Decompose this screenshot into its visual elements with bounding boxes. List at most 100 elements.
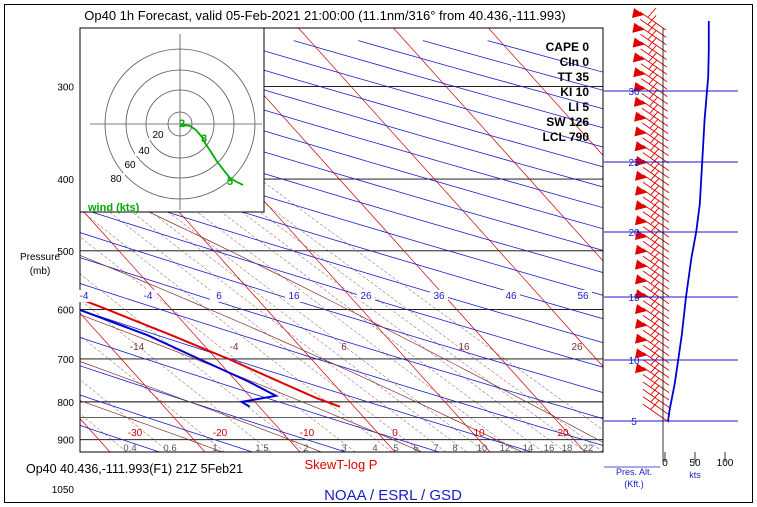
dry-adiabat-line	[228, 40, 603, 148]
dry-adiabat-line	[99, 40, 603, 188]
mixing-ratio-line	[80, 379, 170, 452]
dry-adiabat-line	[80, 337, 439, 452]
moist-adiabat-label: -14	[130, 342, 145, 353]
wind-barb	[642, 377, 670, 401]
index-label: CIn	[560, 55, 579, 69]
barb-feather	[650, 133, 659, 144]
wind-barb	[641, 118, 669, 142]
mixing-ratio-line	[80, 236, 356, 452]
isotherm-label: -30	[128, 428, 143, 439]
hodograph-point-label: 2	[179, 118, 185, 130]
barb-staff	[642, 352, 670, 371]
index-value: 0	[582, 40, 589, 54]
barb-staff	[642, 204, 670, 223]
barb-feather	[650, 318, 660, 329]
dry-adiabat-line	[80, 95, 603, 251]
pressure-tick-label: 500	[57, 247, 74, 258]
barb-staff	[642, 167, 670, 186]
index-value: 5	[582, 100, 589, 114]
index-value: 790	[569, 130, 589, 144]
wind-barb	[635, 185, 670, 208]
barb-pennant	[633, 67, 646, 78]
barb-pennant	[633, 96, 646, 107]
moist-adiabat-label: -4	[230, 342, 239, 353]
dry-adiabat-line	[80, 161, 603, 320]
mixing-ratio-bottom-label: 0.6	[163, 443, 176, 454]
wind-barb	[635, 229, 670, 253]
barb-feather	[650, 222, 660, 232]
barb-pennant	[635, 156, 647, 166]
wind-barb	[632, 52, 668, 75]
index-text: CAPE 0	[546, 40, 590, 54]
barb-staff	[642, 137, 669, 157]
height-tick-label: 25	[628, 158, 640, 169]
barb-feather	[650, 348, 660, 358]
barb-feather	[647, 22, 657, 33]
index-label: TT	[558, 70, 573, 84]
wind-barb	[642, 222, 670, 245]
barb-feather	[650, 340, 660, 351]
barb-staff	[642, 189, 670, 208]
dry-adiabat-label: -4	[80, 291, 89, 302]
mixing-ratio-bottom-label: 5	[393, 443, 398, 454]
chart-title: Op40 1h Forecast, valid 05-Feb-2021 21:0…	[84, 8, 565, 23]
barb-staff	[642, 233, 670, 253]
barb-staff	[642, 329, 670, 349]
barb-staff	[642, 300, 670, 319]
moist-adiabat-label: 16	[458, 342, 470, 353]
index-label: LCL	[543, 130, 566, 144]
mixing-ratio-bottom-label: 1	[212, 443, 217, 454]
barb-staff	[642, 366, 670, 386]
dry-adiabat-line	[80, 232, 603, 394]
height-axis-unit: (Kft.)	[624, 479, 644, 489]
wind-barb	[640, 29, 667, 53]
barb-feather	[650, 244, 660, 255]
label-background	[430, 290, 448, 302]
wind-barb	[632, 7, 667, 31]
sounding-frame	[4, 4, 753, 503]
barb-staff	[642, 248, 670, 268]
label-background	[357, 290, 375, 302]
barb-staff	[641, 122, 669, 142]
label-background	[149, 129, 167, 140]
moist-adiabat-label: 6	[341, 342, 347, 353]
isotherm-label: -10	[300, 428, 315, 439]
barb-feather	[650, 399, 660, 410]
barb-feather	[650, 259, 660, 269]
wind-barbs	[632, 7, 670, 423]
wind-barb	[632, 37, 667, 60]
footer-location: Op40 40.436,-111.993(F1) 21Z 5Feb21	[26, 462, 243, 476]
index-text: LI 5	[568, 100, 589, 114]
wind-barb	[640, 44, 668, 68]
wind-barb	[642, 311, 670, 334]
wind-barb	[635, 318, 670, 342]
dry-adiabat-line	[80, 394, 253, 452]
barb-feather	[650, 251, 660, 262]
hodograph-ring-label: 20	[152, 130, 164, 141]
hodograph-border	[79, 27, 265, 213]
barb-staff	[642, 181, 670, 201]
barb-staff	[642, 403, 670, 423]
barb-staff	[642, 307, 670, 327]
barb-staff	[641, 85, 668, 105]
moist-adiabat-label: 26	[571, 342, 583, 353]
barb-pennant	[635, 185, 647, 196]
isotherm-line	[80, 312, 206, 452]
barb-feather	[649, 96, 659, 107]
dry-adiabat-label: 16	[288, 291, 300, 302]
index-tt: TT 35	[558, 70, 590, 84]
wind-barb	[635, 155, 670, 179]
label-background	[121, 159, 139, 170]
mixing-ratio-line	[80, 209, 393, 452]
barb-staff	[642, 196, 670, 216]
barb-pennant	[635, 200, 647, 211]
wind-barb	[633, 96, 669, 120]
barb-pennant	[634, 111, 647, 122]
barb-feather	[650, 177, 660, 188]
barb-pennant	[635, 363, 647, 374]
label-background	[210, 290, 228, 302]
mixing-ratio-line	[80, 299, 272, 452]
index-lcl: LCL 790	[543, 130, 590, 144]
barb-feather	[650, 392, 660, 403]
